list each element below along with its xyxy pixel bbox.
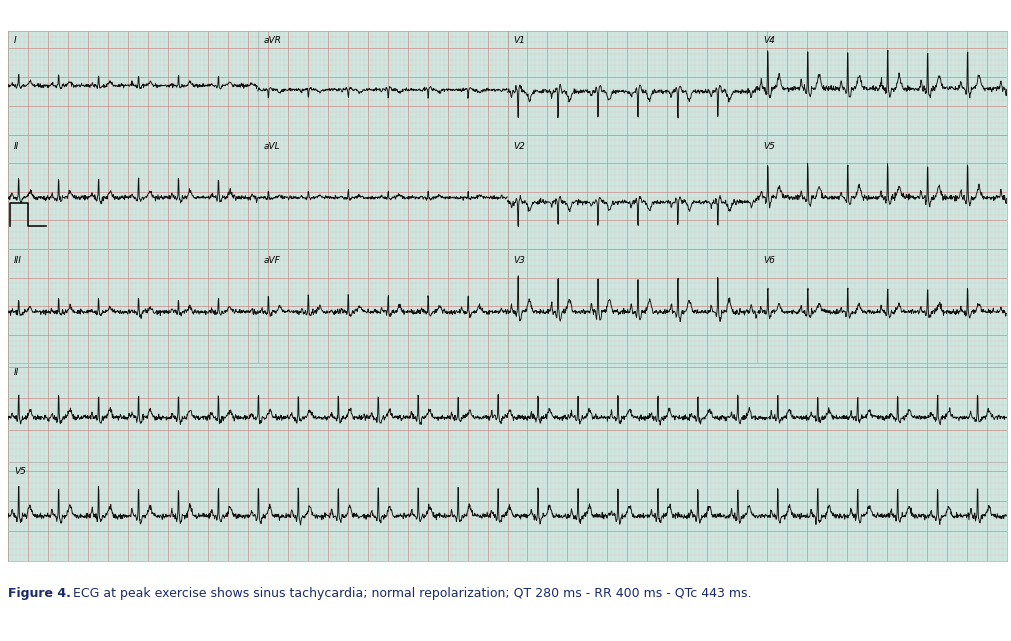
Text: V6: V6 <box>762 256 774 265</box>
Text: aVR: aVR <box>264 37 281 46</box>
Text: V3: V3 <box>513 256 525 265</box>
Text: III: III <box>14 256 22 265</box>
Text: V4: V4 <box>762 37 774 46</box>
Text: V1: V1 <box>513 37 525 46</box>
Text: aVF: aVF <box>264 256 280 265</box>
Text: V2: V2 <box>513 142 525 151</box>
Text: II: II <box>14 369 19 378</box>
Text: V5: V5 <box>14 467 26 476</box>
Text: V5: V5 <box>762 142 774 151</box>
Text: I: I <box>14 37 17 46</box>
Text: II: II <box>14 142 19 151</box>
Text: Figure 4.: Figure 4. <box>8 587 71 601</box>
Text: ECG at peak exercise shows sinus tachycardia; normal repolarization; QT 280 ms -: ECG at peak exercise shows sinus tachyca… <box>69 587 750 601</box>
Text: aVL: aVL <box>264 142 280 151</box>
